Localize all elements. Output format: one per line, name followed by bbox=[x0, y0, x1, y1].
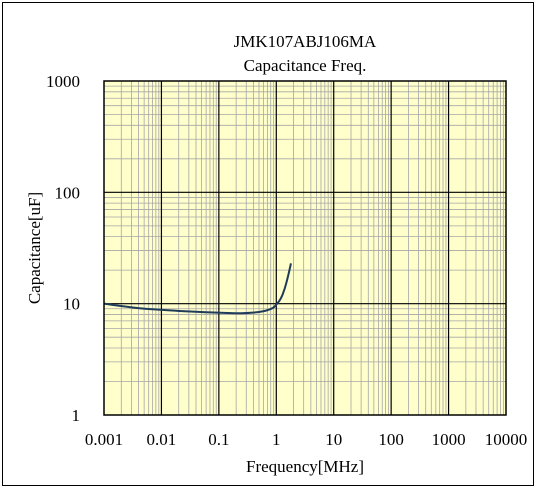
x-tick-label: 10000 bbox=[485, 430, 528, 449]
plot-area bbox=[104, 81, 506, 415]
y-tick-labels: 1000 100 10 1 bbox=[46, 72, 80, 425]
plot-border bbox=[103, 80, 507, 416]
x-tick-label: 1 bbox=[272, 430, 281, 449]
chart-subtitle: Capacitance Freq. bbox=[244, 56, 367, 75]
y-tick-label: 1000 bbox=[46, 72, 80, 91]
x-tick-label: 0.001 bbox=[85, 430, 123, 449]
minor-grid bbox=[104, 81, 506, 415]
x-tick-label: 0.1 bbox=[208, 430, 229, 449]
x-tick-label: 1000 bbox=[432, 430, 466, 449]
x-tick-labels: 0.001 0.01 0.1 1 10 100 1000 10000 bbox=[85, 430, 527, 449]
x-axis-label: Frequency[MHz] bbox=[246, 457, 364, 476]
x-tick-label: 10 bbox=[325, 430, 342, 449]
y-tick-label: 100 bbox=[55, 183, 81, 202]
major-grid bbox=[104, 81, 506, 415]
x-tick-label: 0.01 bbox=[147, 430, 177, 449]
y-axis-label: Capacitance[uF] bbox=[25, 192, 44, 304]
series-line-0 bbox=[103, 263, 292, 315]
series-layer bbox=[103, 263, 292, 315]
y-tick-label: 1 bbox=[72, 406, 81, 425]
x-tick-label: 100 bbox=[378, 430, 404, 449]
y-tick-label: 10 bbox=[63, 295, 80, 314]
chart-title: JMK107ABJ106MA bbox=[234, 32, 377, 51]
